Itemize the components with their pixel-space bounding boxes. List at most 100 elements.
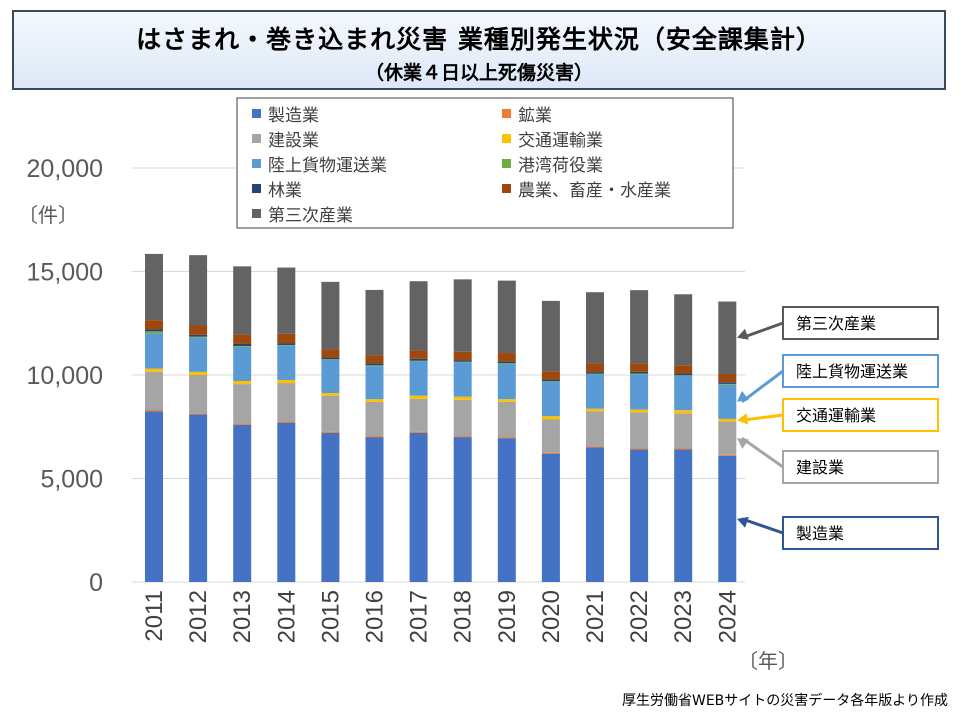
bar-segment-5	[674, 375, 693, 377]
bar-segment-3	[321, 393, 340, 396]
bar-segment-0	[189, 414, 208, 582]
bar-segment-6	[365, 363, 384, 366]
bar-segment-0	[718, 455, 737, 582]
bar-segment-2	[321, 395, 340, 432]
bar-segment-4	[630, 374, 649, 410]
bar-segment-4	[453, 362, 472, 397]
legend-label: 製造業	[268, 106, 319, 126]
bar-segment-2	[277, 383, 296, 422]
bar-segment-0	[630, 449, 649, 582]
y-tick-label: 20,000	[27, 155, 103, 183]
bar-segment-7	[453, 351, 472, 361]
y-tick-label: 15,000	[27, 259, 103, 287]
bar-segment-2	[630, 412, 649, 449]
bar-segment-3	[365, 399, 384, 402]
legend-label: 鉱業	[518, 106, 552, 126]
bar-segment-4	[233, 346, 252, 382]
bar-segment-8	[145, 253, 163, 321]
x-tick-label: 2020	[538, 590, 565, 643]
bar-segment-8	[541, 300, 560, 372]
legend-label: 港湾荷役業	[518, 156, 603, 176]
bar-segment-0	[674, 449, 693, 582]
bar-segment-2	[453, 399, 472, 437]
annotation-arrow	[741, 321, 784, 340]
bar-segment-2	[409, 398, 428, 432]
bar-segment-3	[497, 399, 516, 402]
bar-segment-7	[409, 350, 428, 359]
bar-segment-7	[630, 363, 649, 372]
bar-segment-7	[541, 371, 560, 380]
annotation-box	[782, 306, 939, 340]
x-tick-label: 2024	[714, 590, 741, 643]
bar-segment-4	[277, 345, 296, 380]
bar-segment-1	[630, 448, 649, 450]
annotation-label: 第三次産業	[796, 314, 876, 333]
annotation-arrow	[741, 517, 784, 535]
bar-segment-3	[277, 379, 296, 384]
bar-segment-2	[189, 375, 208, 414]
bar-segment-6	[453, 360, 472, 362]
annotation-label: 交通運輸業	[796, 406, 876, 425]
x-tick-label: 2014	[273, 590, 300, 643]
annotation-arrow	[741, 436, 784, 469]
x-tick-label: 2019	[494, 590, 521, 643]
bar-segment-1	[586, 446, 604, 448]
bar-segment-2	[365, 401, 384, 437]
bar-segment-1	[497, 437, 516, 439]
bar-segment-4	[365, 366, 384, 400]
bar-segment-0	[586, 447, 604, 582]
bar-segment-8	[453, 279, 472, 352]
x-tick-label: 2018	[450, 590, 477, 643]
bar-segment-5	[718, 383, 737, 385]
bar-segment-8	[497, 280, 516, 354]
bar-segment-4	[674, 376, 693, 411]
bar-segment-1	[277, 421, 296, 423]
bar-segment-7	[586, 363, 604, 373]
legend-swatch	[252, 109, 261, 118]
bar-segment-5	[189, 336, 208, 338]
bar-segment-4	[189, 337, 208, 372]
bar-segment-4	[586, 374, 604, 409]
bar-segment-3	[630, 409, 649, 413]
bar-segment-2	[233, 384, 252, 424]
legend-label: 建設業	[268, 131, 319, 151]
legend-label: 交通運輸業	[518, 131, 603, 151]
bar-segment-6	[497, 361, 516, 363]
bar-segment-2	[718, 421, 737, 455]
bar-segment-6	[409, 358, 428, 361]
y-tick-label: 0	[89, 569, 103, 597]
bar-segment-0	[321, 432, 340, 582]
x-tick-label: 2017	[406, 590, 433, 643]
y-tick-label: 5,000	[40, 466, 103, 494]
legend-swatch	[502, 134, 511, 143]
arrow-head-icon	[737, 328, 749, 340]
bar-segment-6	[145, 329, 163, 332]
bar-segment-1	[453, 436, 472, 438]
bar-segment-7	[497, 353, 516, 362]
bar-segment-2	[497, 401, 516, 438]
legend-swatch	[502, 184, 511, 193]
bar-segment-8	[233, 266, 252, 335]
bar-segment-6	[586, 372, 604, 374]
arrow-head-icon	[737, 390, 749, 402]
chart-title: はさまれ・巻き込まれ災害 業種別発生状況（安全課集計）	[136, 25, 822, 54]
bar-segment-8	[718, 301, 737, 374]
bar-segment-7	[277, 333, 296, 344]
annotation-box	[782, 516, 939, 550]
y-tick-label: 10,000	[27, 362, 103, 390]
bar-segment-6	[541, 379, 560, 382]
bar-segment-5	[409, 360, 428, 362]
bar-segment-4	[145, 333, 163, 369]
annotation-box	[782, 398, 939, 432]
legend-swatch	[252, 184, 261, 193]
legend-swatch	[252, 134, 261, 143]
bar-segment-4	[321, 359, 340, 394]
bar-segment-6	[718, 382, 737, 384]
bar-segment-0	[233, 424, 252, 582]
y-axis-label: 〔件〕	[18, 203, 78, 227]
x-tick-label: 2011	[141, 590, 168, 642]
bar-segment-8	[674, 294, 693, 366]
bar-segment-3	[586, 408, 604, 412]
bar-segment-5	[497, 362, 516, 365]
bar-segment-7	[189, 325, 208, 335]
